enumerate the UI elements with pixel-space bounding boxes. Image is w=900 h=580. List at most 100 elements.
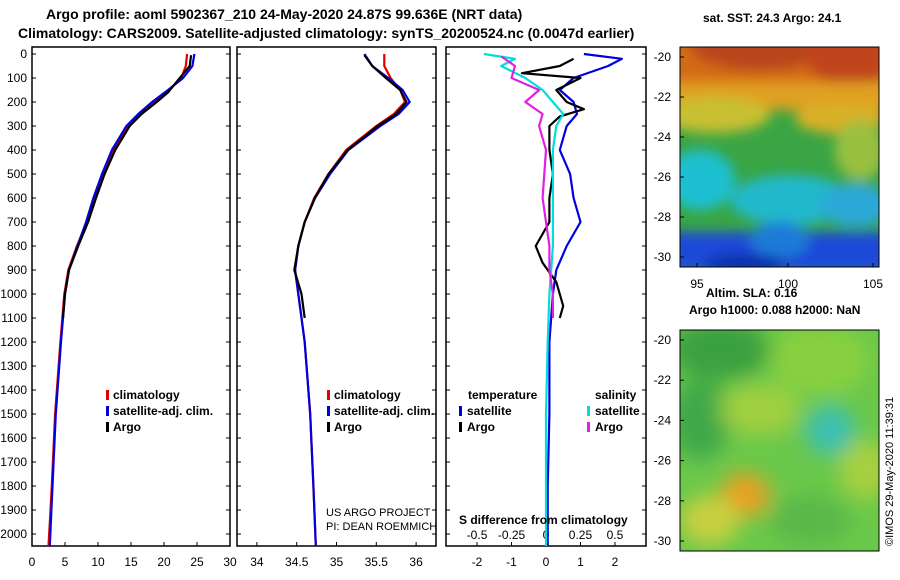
legend-climatology: climatology	[334, 388, 401, 402]
sst-lon-label: 95	[690, 277, 704, 291]
depth-tick-label: 1100	[1, 311, 27, 325]
series-argo	[293, 54, 408, 319]
legend-swatch-temp-argo	[459, 422, 462, 432]
temperature-tick-label: 20	[157, 555, 171, 569]
depth-tick-label: 700	[7, 215, 27, 229]
salinity-tick-label: 34	[250, 555, 264, 569]
sla-map: -20 -22 -24 -26 -28 -30	[654, 329, 880, 552]
depth-tick-label: 1600	[0, 431, 27, 445]
depth-tick-label: 1500	[0, 407, 27, 421]
legend-swatch-climatology	[327, 390, 330, 400]
depth-tick-label: 100	[7, 71, 27, 85]
temp-diff-tick-label: 0	[543, 555, 550, 569]
sst-lon-label: 105	[863, 277, 883, 291]
sla-lat-label: -22	[654, 373, 672, 387]
sst-map: -20 -22 -24 -26 -28 -30 95 100 105	[654, 46, 883, 291]
legend-satellite: satellite-adj. clim.	[334, 404, 434, 418]
project-annotation: US ARGO PROJECT	[326, 507, 431, 519]
sst-lat-label: -22	[654, 90, 672, 104]
salinity-tick-label: 35.5	[365, 555, 389, 569]
title-line-1: Argo profile: aoml 5902367_210 24-May-20…	[46, 6, 523, 22]
temp-diff-tick-label: -1	[506, 555, 517, 569]
depth-tick-label: 1000	[0, 287, 27, 301]
sal-diff-tick-label: -0.25	[498, 528, 526, 542]
legend-swatch-temp-satellite	[459, 406, 462, 416]
temp-diff-tick-label: -2	[472, 555, 483, 569]
depth-tick-label: 800	[7, 239, 27, 253]
legend-swatch-argo	[327, 422, 330, 432]
series-climatology	[47, 53, 189, 547]
salinity-legend: climatology satellite-adj. clim. Argo US…	[326, 388, 437, 533]
temperature-tick-label: 0	[29, 555, 36, 569]
depth-tick-label: 300	[7, 119, 27, 133]
legend-temp-argo: Argo	[467, 420, 495, 434]
temp-diff-tick-label: 2	[612, 555, 619, 569]
title-line-2: Climatology: CARS2009. Satellite-adjuste…	[18, 25, 635, 41]
temperature-tick-label: 15	[124, 555, 138, 569]
sal-diff-tick-label: 0.25	[569, 528, 593, 542]
legend-sal-satellite: satellite	[595, 404, 640, 418]
sst-lat-label: -20	[654, 50, 672, 64]
legend-swatch-satellite	[106, 406, 109, 416]
altim-sla-label: Altim. SLA: 0.16	[706, 286, 798, 300]
sla-lat-label: -24	[654, 413, 672, 427]
temperature-tick-label: 10	[91, 555, 105, 569]
series-satellite-adj-clim-	[48, 53, 196, 547]
depth-tick-label: 0	[20, 47, 27, 61]
depth-tick-label: 1300	[0, 359, 27, 373]
depth-axis: 0 100 200 300 400 500 600 700 800 900 1000 1100 1200…	[0, 47, 646, 541]
depth-tick-label: 900	[7, 263, 27, 277]
x-axes: 0 5 10 15 20 25 30 34 34.5 35 35.5 36 -2 -1 0 1 2 -0.5 -0.…	[29, 528, 624, 569]
sst-lat-label: -28	[654, 210, 672, 224]
salinity-tick-label: 36	[409, 555, 423, 569]
legend-temperature-heading: temperature	[468, 388, 538, 402]
temperature-tick-label: 25	[190, 555, 204, 569]
sst-map-title: sat. SST: 24.3 Argo: 24.1	[703, 11, 842, 25]
legend-swatch-argo	[106, 422, 109, 432]
depth-tick-label: 400	[7, 143, 27, 157]
sal-diff-tick-label: -0.5	[467, 528, 488, 542]
depth-tick-label: 1700	[0, 455, 27, 469]
series-argo	[61, 55, 193, 319]
temperature-tick-label: 30	[223, 555, 237, 569]
series-salinity-argo	[500, 55, 555, 318]
series-salinity-satellite	[483, 52, 565, 546]
legend-satellite: satellite-adj. clim.	[113, 404, 213, 418]
sal-diff-tick-label: 0.5	[607, 528, 624, 542]
sla-lat-label: -30	[654, 534, 672, 548]
salinity-tick-label: 34.5	[285, 555, 309, 569]
depth-tick-label: 200	[7, 95, 27, 109]
temperature-legend: climatology satellite-adj. clim. Argo	[106, 388, 213, 434]
series-climatology	[294, 54, 407, 547]
depth-tick-label: 1400	[0, 383, 27, 397]
temperature-tick-label: 5	[62, 555, 69, 569]
pi-annotation: PI: DEAN ROEMMICH	[326, 521, 437, 533]
depth-tick-label: 500	[7, 167, 27, 181]
legend-argo: Argo	[334, 420, 362, 434]
legend-swatch-sal-argo	[587, 422, 590, 432]
legend-swatch-climatology	[106, 390, 109, 400]
legend-salinity-heading: salinity	[595, 388, 637, 402]
series-satellite-adj-clim-	[294, 53, 411, 547]
depth-tick-label: 1800	[0, 479, 27, 493]
depth-tick-label: 600	[7, 191, 27, 205]
argo-height-label: Argo h1000: 0.088 h2000: NaN	[689, 303, 861, 317]
series-temperature-satellite	[546, 52, 624, 546]
sst-lat-label: -24	[654, 130, 672, 144]
depth-tick-label: 1900	[0, 503, 27, 517]
sst-lat-label: -30	[654, 250, 672, 264]
difference-legend: temperature satellite Argo salinity sate…	[459, 388, 640, 527]
legend-swatch-sal-satellite	[587, 406, 590, 416]
legend-temp-satellite: satellite	[467, 404, 512, 418]
temp-diff-tick-label: 1	[577, 555, 584, 569]
difference-xlabel: S difference from climatology	[459, 513, 628, 527]
sst-lon-label: 100	[778, 277, 798, 291]
sst-lat-label: -26	[654, 170, 672, 184]
sla-lat-label: -20	[654, 333, 672, 347]
legend-argo: Argo	[113, 420, 141, 434]
salinity-tick-label: 35	[330, 555, 344, 569]
depth-tick-label: 2000	[0, 527, 27, 541]
depth-tick-label: 1200	[0, 335, 27, 349]
sla-lat-label: -26	[654, 454, 672, 468]
